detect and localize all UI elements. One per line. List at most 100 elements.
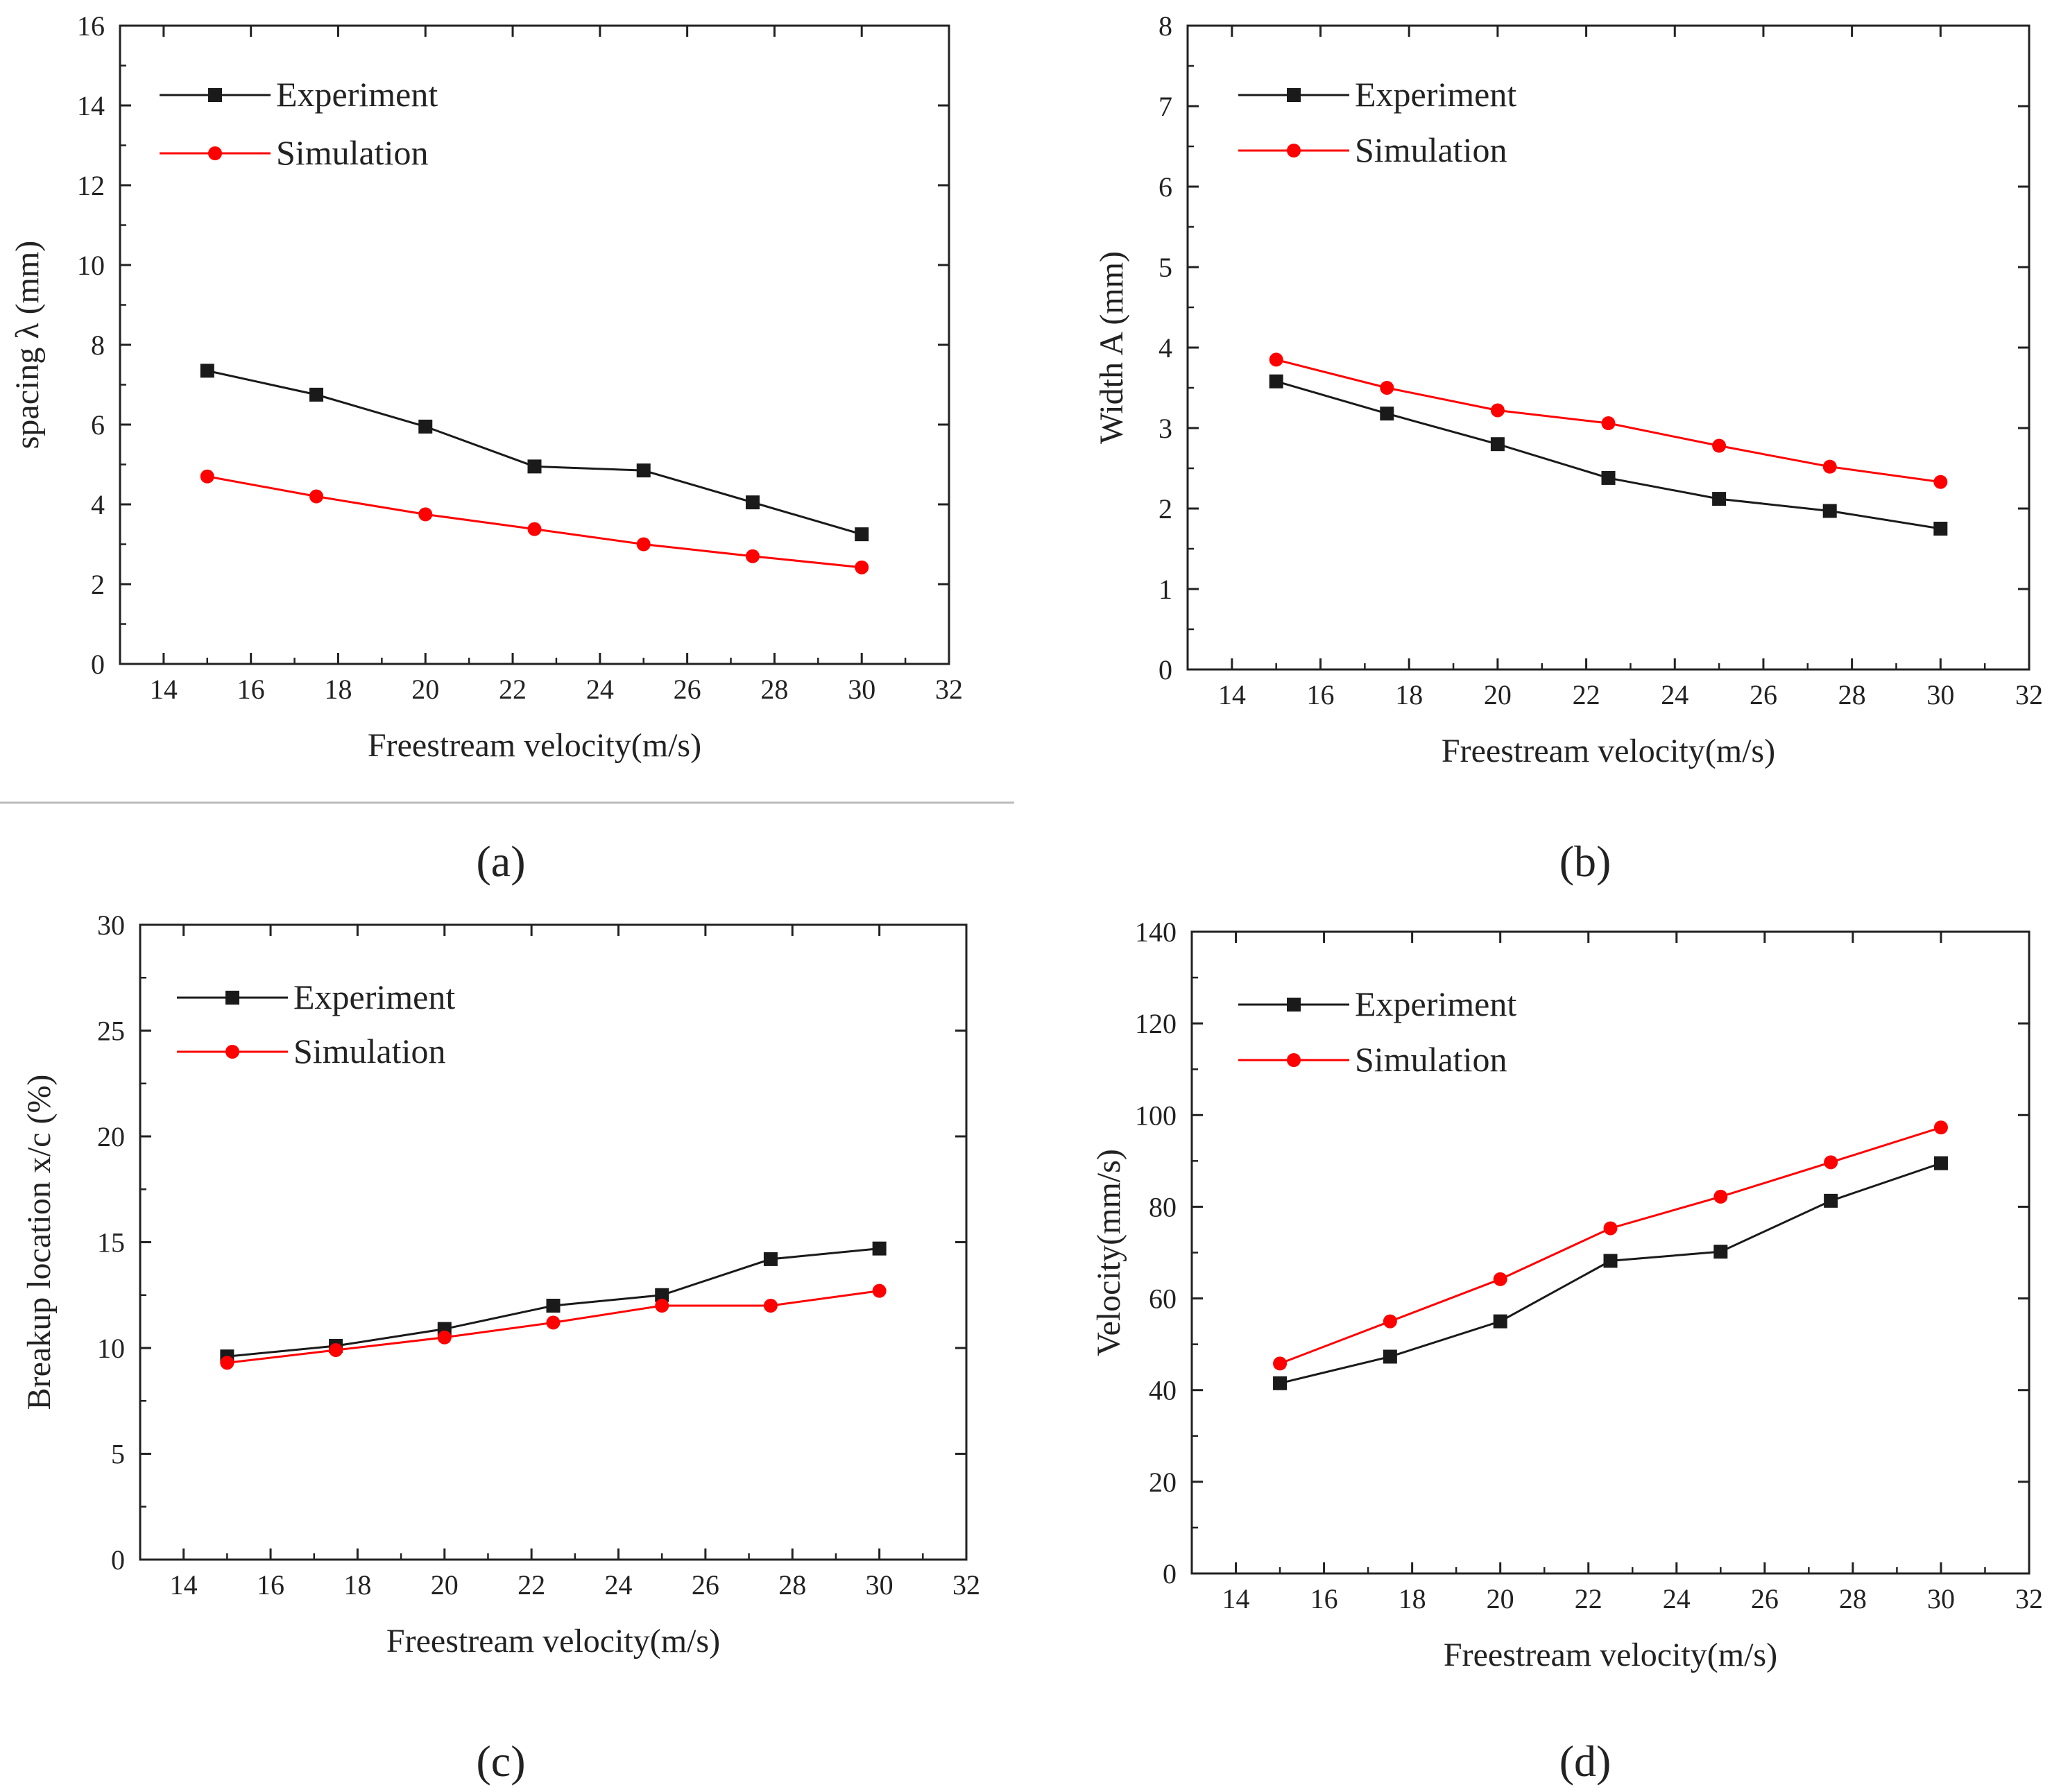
data-point-circle [220, 1356, 234, 1370]
legend-entry-experiment: Experiment [1238, 75, 1516, 114]
x-tick-label: 20 [411, 674, 439, 705]
y-tick-label: 60 [1149, 1283, 1177, 1315]
legend-entry-experiment: Experiment [160, 75, 438, 114]
x-tick-label: 22 [518, 1569, 545, 1601]
legend-label: Experiment [1355, 75, 1516, 114]
data-point-circle [1493, 1272, 1507, 1286]
y-tick-label: 10 [77, 250, 105, 281]
data-point-circle [1712, 438, 1727, 453]
data-point-square [1269, 374, 1283, 389]
x-tick-label: 20 [431, 1569, 459, 1601]
series-simulation [1273, 1120, 1948, 1371]
x-tick-label: 32 [2015, 679, 2043, 710]
series-line [1276, 380, 1941, 530]
legend-marker-square [1287, 998, 1301, 1012]
legend-label: Simulation [1355, 1040, 1507, 1079]
legend-marker-square [225, 991, 239, 1005]
plot-frame [119, 24, 950, 665]
y-tick-label: 0 [111, 1544, 125, 1576]
y-tick-label: 20 [97, 1121, 125, 1152]
legend-marker-square [1287, 88, 1301, 102]
legend-entry-simulation: Simulation [1238, 1040, 1507, 1079]
data-point-circle [200, 469, 214, 484]
data-point-square [1822, 504, 1837, 518]
y-tick-label: 14 [77, 90, 105, 121]
y-tick-label: 10 [97, 1333, 125, 1364]
y-tick-label: 0 [91, 649, 105, 680]
y-axis-title: Velocity(mm/s) [1091, 1149, 1127, 1356]
legend-entry-simulation: Simulation [177, 1032, 445, 1070]
x-tick-label: 28 [1838, 679, 1866, 710]
series-line [1279, 1162, 1942, 1385]
y-tick-label: 80 [1149, 1191, 1177, 1222]
y-axis: 0 1 2 3 4 5 6 7 8 [1158, 10, 2029, 685]
series-experiment [1273, 1156, 1948, 1390]
data-point-circle [329, 1343, 343, 1358]
legend-marker-circle [1287, 1053, 1301, 1067]
y-tick-label: 3 [1158, 413, 1172, 444]
data-point-square [655, 1288, 669, 1302]
x-axis: 14 16 18 20 22 24 26 28 30 32 [1222, 932, 2043, 1614]
legend-marker-circle [225, 1045, 239, 1059]
x-tick-label: 30 [1926, 679, 1954, 710]
y-tick-label: 2 [91, 569, 105, 600]
y-tick-label: 6 [91, 409, 105, 441]
plot-frame [1186, 24, 2030, 671]
series-line [207, 369, 862, 536]
x-tick-label: 14 [1218, 679, 1246, 710]
x-tick-label: 32 [2015, 1583, 2043, 1614]
y-tick-label: 20 [1149, 1467, 1177, 1498]
data-point-square [309, 387, 324, 402]
data-point-square [1273, 1376, 1288, 1390]
x-tick-label: 16 [237, 674, 265, 705]
y-tick-label: 25 [97, 1016, 125, 1047]
data-point-circle [1824, 1155, 1838, 1170]
data-point-circle [309, 489, 324, 504]
x-tick-label: 32 [952, 1569, 980, 1601]
y-tick-label: 2 [1158, 493, 1172, 524]
y-tick-label: 100 [1135, 1100, 1177, 1131]
x-tick-label: 20 [1487, 1583, 1514, 1614]
data-point-circle [745, 549, 760, 563]
data-point-circle [1601, 416, 1616, 431]
series-line [1279, 1126, 1942, 1365]
y-axis-title: Width A (mm) [1093, 251, 1130, 444]
data-point-circle [1933, 475, 1948, 489]
x-tick-label: 18 [1395, 679, 1423, 710]
data-point-circle [1380, 381, 1394, 395]
panel-label: (a) [476, 837, 525, 886]
plot-frame [139, 923, 968, 1561]
x-tick-label: 24 [605, 1569, 633, 1601]
y-tick-label: 4 [91, 489, 105, 520]
y-tick-label: 7 [1158, 91, 1172, 122]
x-axis: 14 16 18 20 22 24 26 28 30 32 [1218, 26, 2043, 710]
data-point-square [1601, 470, 1616, 485]
data-point-circle [655, 1299, 669, 1313]
x-tick-label: 30 [866, 1569, 894, 1601]
y-tick-label: 15 [97, 1227, 125, 1258]
data-point-circle [1269, 352, 1283, 367]
legend-label: Experiment [1355, 984, 1516, 1023]
x-tick-label: 24 [1661, 679, 1688, 710]
y-tick-label: 5 [1158, 252, 1172, 283]
data-point-circle [546, 1315, 561, 1330]
data-point-circle [1490, 403, 1505, 418]
data-point-square [546, 1299, 561, 1313]
x-tick-label: 22 [1575, 1583, 1602, 1614]
x-tick-label: 26 [1750, 679, 1777, 710]
x-axis-title: Freestream velocity(m/s) [368, 727, 701, 764]
x-tick-label: 28 [778, 1569, 806, 1601]
data-point-square [763, 1252, 778, 1266]
series-simulation [220, 1283, 887, 1370]
x-tick-label: 16 [257, 1569, 284, 1601]
data-point-square [418, 419, 433, 434]
data-point-square [1933, 522, 1948, 536]
data-point-circle [1273, 1356, 1288, 1371]
data-point-circle [527, 522, 542, 536]
x-tick-label: 18 [343, 1569, 371, 1601]
chart-panel-c: 14 16 18 20 22 24 26 28 30 32 0 5 10 15 20 25 30 Freestre… [21, 910, 980, 1786]
x-tick-label: 16 [1310, 1583, 1338, 1614]
x-axis: 14 16 18 20 22 24 26 28 30 32 [170, 925, 980, 1601]
series-experiment [1269, 374, 1948, 536]
